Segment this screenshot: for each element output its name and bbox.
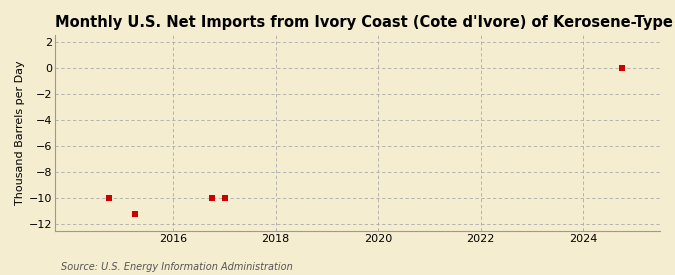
Point	[207, 196, 217, 200]
Point	[104, 196, 115, 200]
Point	[219, 196, 230, 200]
Text: Monthly U.S. Net Imports from Ivory Coast (Cote d'Ivore) of Kerosene-Type Jet Fu: Monthly U.S. Net Imports from Ivory Coas…	[55, 15, 675, 30]
Text: Source: U.S. Energy Information Administration: Source: U.S. Energy Information Administ…	[61, 262, 292, 272]
Y-axis label: Thousand Barrels per Day: Thousand Barrels per Day	[15, 61, 25, 205]
Point	[616, 66, 627, 70]
Point	[130, 211, 140, 216]
